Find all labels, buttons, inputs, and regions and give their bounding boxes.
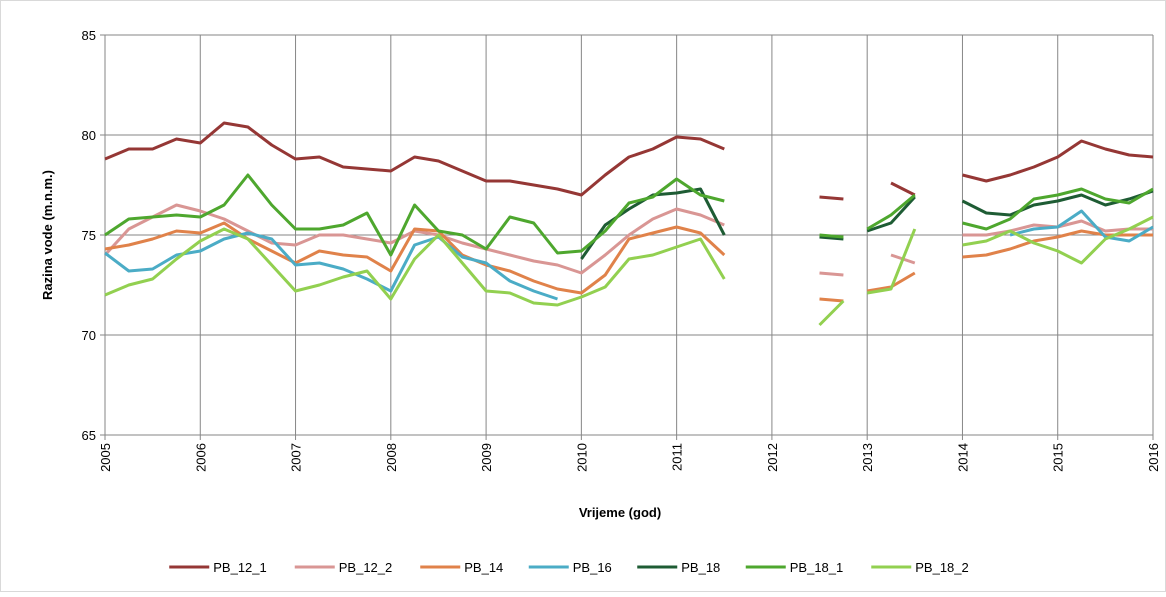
x-tick-label: 2008 — [384, 443, 399, 472]
y-axis-title: Razina vode (m.n.m.) — [40, 170, 55, 300]
legend-label: PB_18_2 — [915, 560, 969, 575]
data-line — [104, 121, 1154, 201]
legend-label: PB_14 — [464, 560, 503, 575]
legend-label: PB_16 — [573, 560, 612, 575]
y-tick-label: 65 — [82, 428, 96, 443]
x-tick-label: 2010 — [574, 443, 589, 472]
x-tick-label: 2005 — [98, 443, 113, 472]
x-tick-label: 2014 — [955, 443, 970, 472]
x-tick-label: 2012 — [765, 443, 780, 472]
legend-label: PB_12_1 — [213, 560, 267, 575]
y-tick-label: 85 — [82, 28, 96, 43]
y-tick-label: 70 — [82, 328, 96, 343]
x-tick-label: 2016 — [1146, 443, 1161, 472]
x-tick-label: 2009 — [479, 443, 494, 472]
y-tick-label: 80 — [82, 128, 96, 143]
legend-label: PB_18 — [681, 560, 720, 575]
x-tick-label: 2011 — [670, 443, 685, 471]
x-tick-label: 2015 — [1051, 443, 1066, 472]
data-line — [104, 221, 1153, 303]
legend-label: PB_12_2 — [339, 560, 393, 575]
data-line — [104, 215, 1154, 327]
x-axis-title: Vrijeme (god) — [579, 505, 661, 520]
x-tick-label: 2007 — [289, 443, 304, 472]
legend-label: PB_18_1 — [790, 560, 844, 575]
data-line — [104, 173, 1154, 257]
x-tick-label: 2013 — [860, 443, 875, 472]
y-tick-label: 75 — [82, 228, 96, 243]
x-tick-label: 2006 — [193, 443, 208, 472]
data-line — [580, 187, 1154, 260]
